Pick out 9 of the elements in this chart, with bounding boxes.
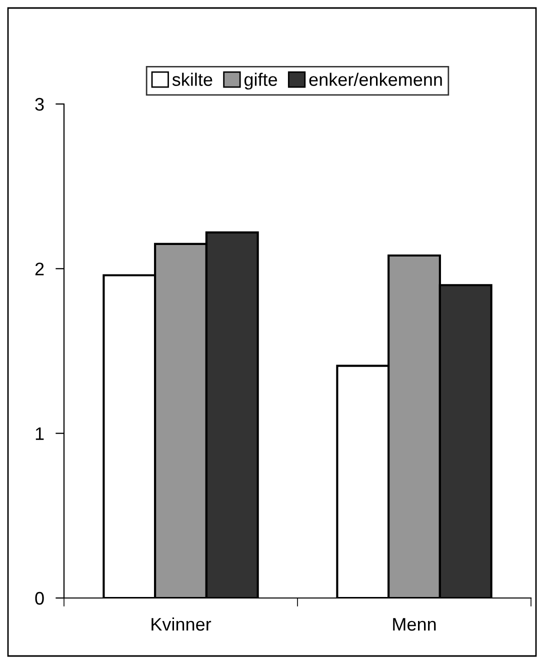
y-tick-label: 2 xyxy=(35,262,44,276)
legend-label: enker/enkemenn xyxy=(309,72,442,86)
x-tick-label: Menn xyxy=(393,618,436,631)
y-tick-label: 3 xyxy=(35,98,44,111)
legend-label: skilte xyxy=(172,72,212,86)
y-tick-label: 0 xyxy=(35,592,44,605)
x-tick-label: Kvinner xyxy=(152,617,212,631)
y-tick-label: 1 xyxy=(36,427,44,440)
legend-label: gifte xyxy=(244,72,278,90)
